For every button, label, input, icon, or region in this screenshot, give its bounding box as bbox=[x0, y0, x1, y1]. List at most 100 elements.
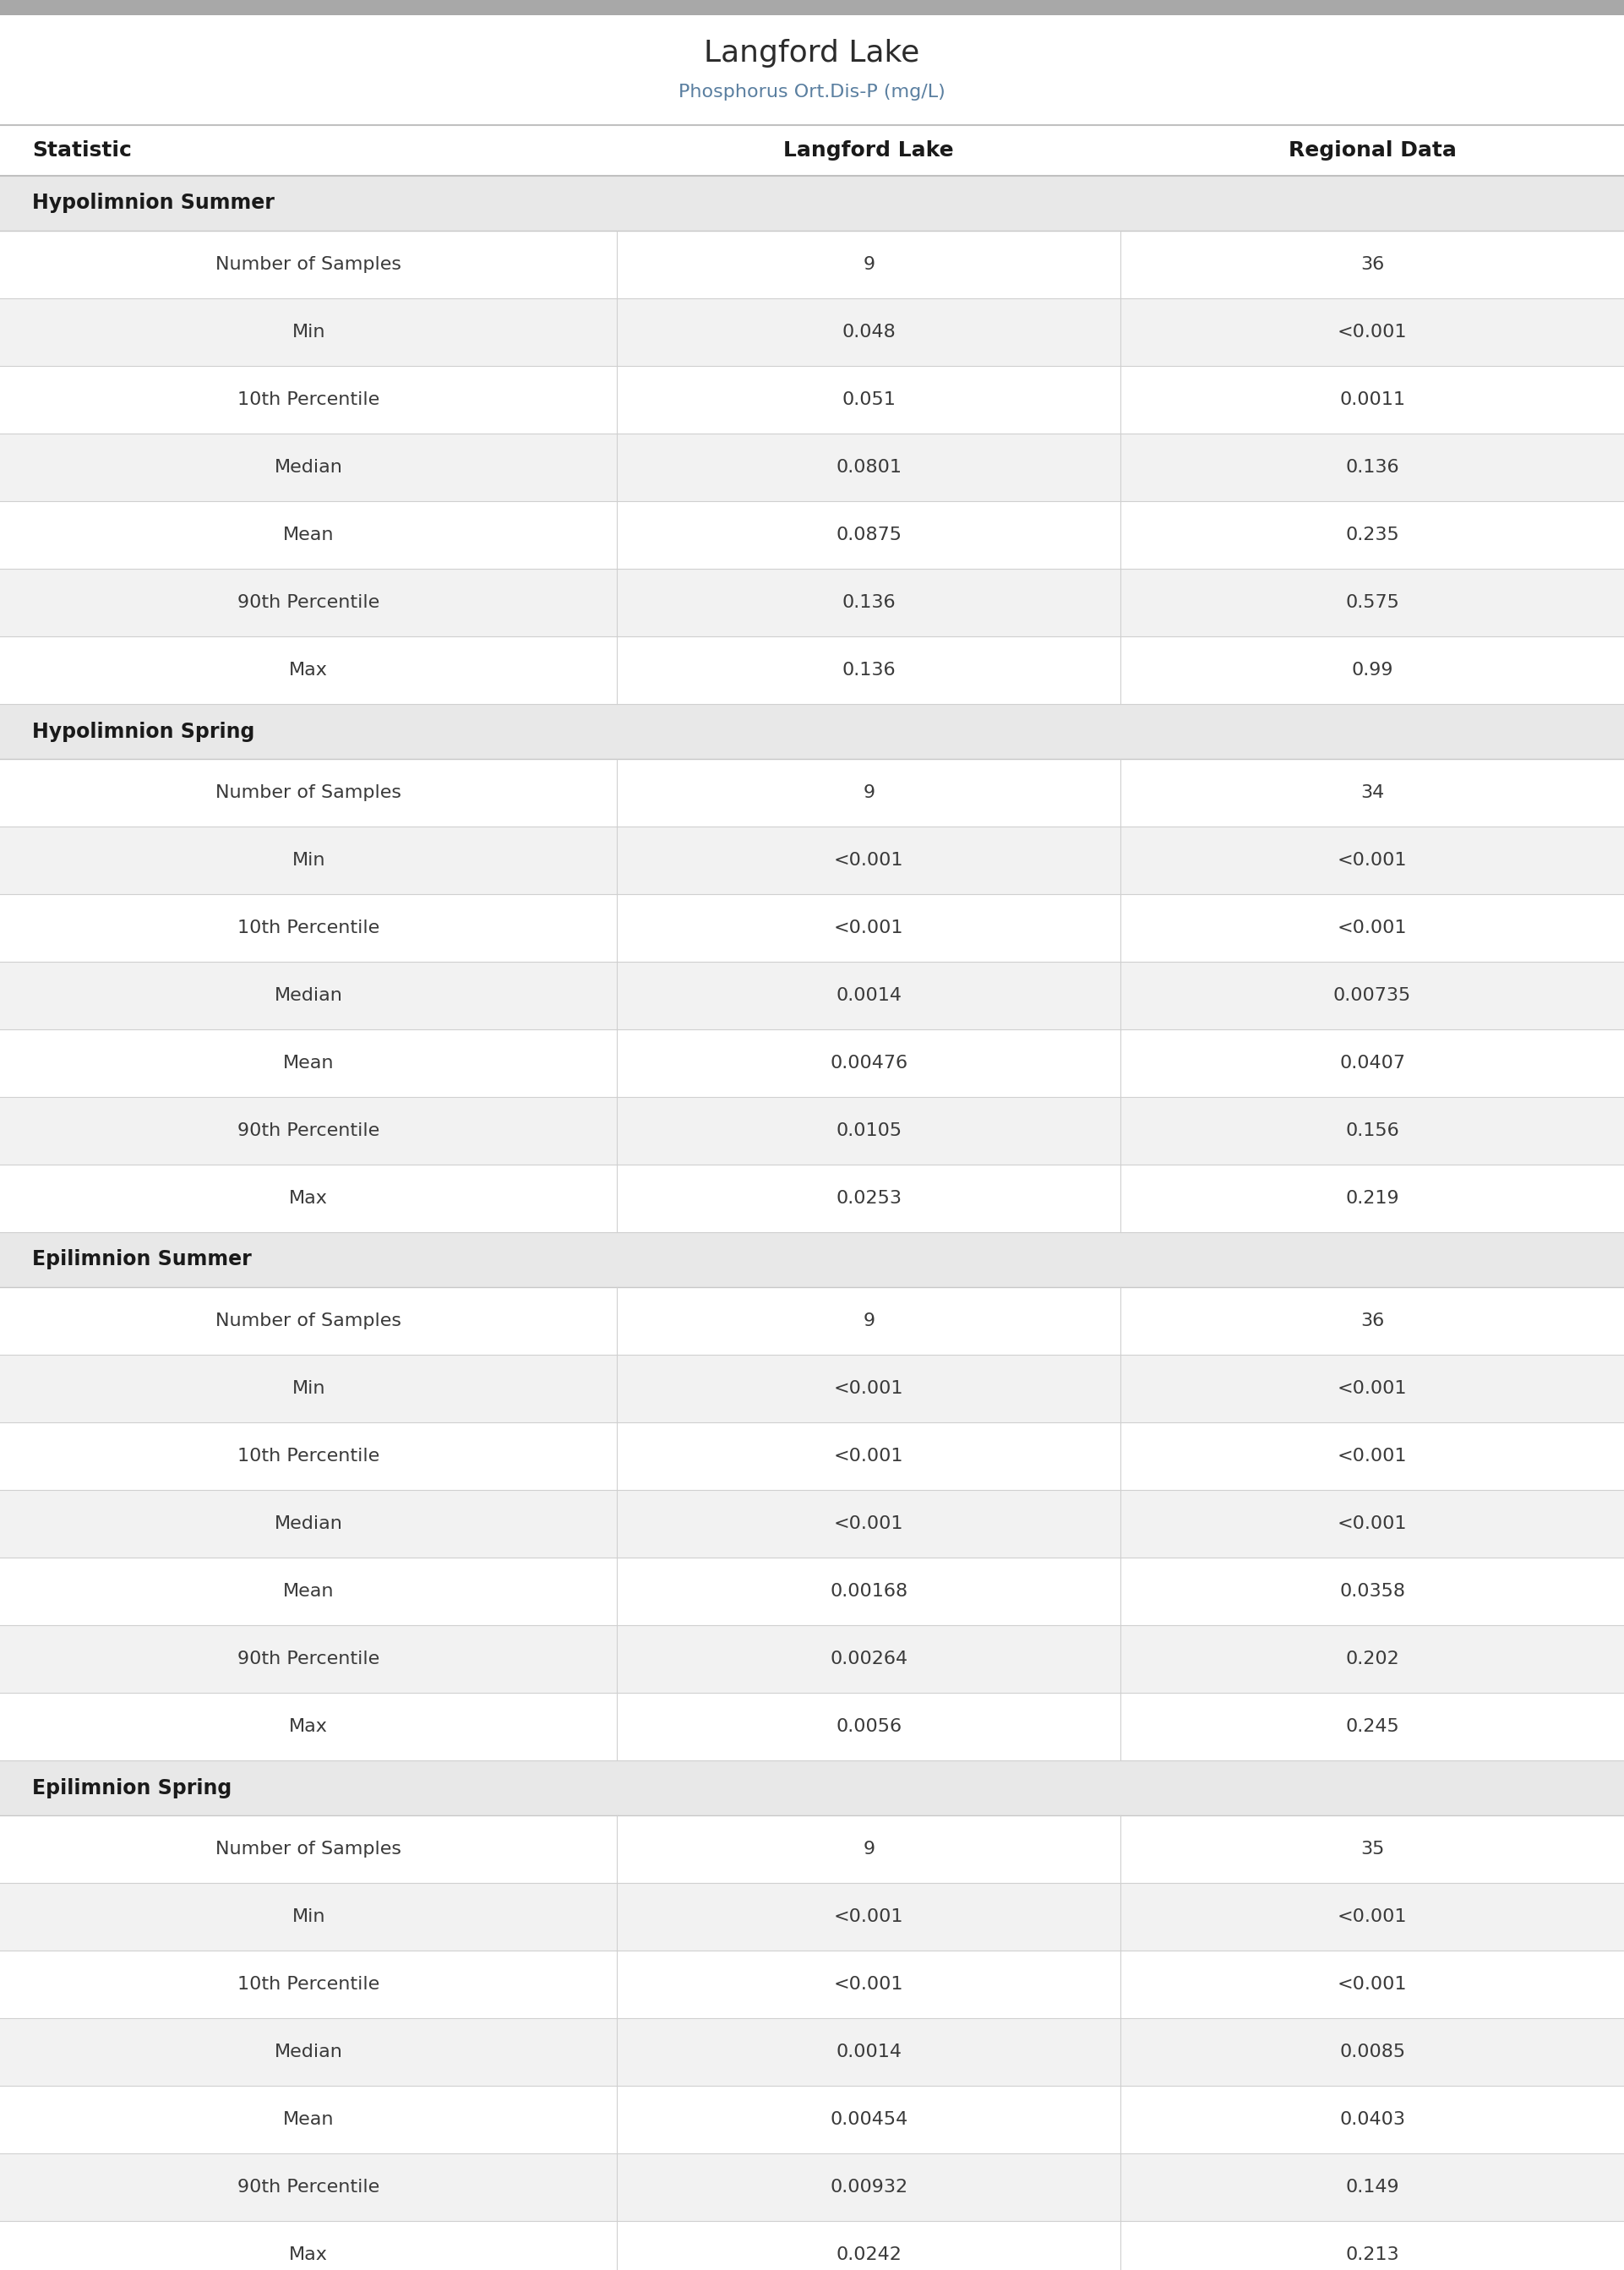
Text: Mean: Mean bbox=[283, 1056, 335, 1071]
Text: 9: 9 bbox=[862, 783, 875, 801]
Text: 0.0403: 0.0403 bbox=[1340, 2111, 1405, 2127]
Text: 0.0056: 0.0056 bbox=[836, 1718, 901, 1734]
Bar bbox=[0, 1165, 1624, 1233]
Bar bbox=[0, 1028, 1624, 1096]
Bar bbox=[0, 1557, 1624, 1625]
Text: 90th Percentile: 90th Percentile bbox=[237, 595, 380, 611]
Text: 0.0014: 0.0014 bbox=[836, 2043, 901, 2061]
Text: 0.0105: 0.0105 bbox=[836, 1121, 901, 1140]
Text: Mean: Mean bbox=[283, 527, 335, 543]
Bar bbox=[0, 1625, 1624, 1693]
Bar bbox=[0, 1233, 1624, 1287]
Text: Number of Samples: Number of Samples bbox=[216, 1841, 401, 1857]
Text: 36: 36 bbox=[1361, 257, 1384, 272]
Text: 0.0014: 0.0014 bbox=[836, 987, 901, 1003]
Bar bbox=[0, 125, 1624, 175]
Text: 0.00454: 0.00454 bbox=[830, 2111, 908, 2127]
Bar bbox=[0, 1950, 1624, 2018]
Text: Median: Median bbox=[274, 1516, 343, 1532]
Text: 0.149: 0.149 bbox=[1345, 2179, 1400, 2195]
Text: Max: Max bbox=[289, 663, 328, 679]
Text: 0.136: 0.136 bbox=[841, 663, 896, 679]
Text: 0.202: 0.202 bbox=[1345, 1650, 1400, 1668]
Text: <0.001: <0.001 bbox=[835, 851, 903, 869]
Text: Min: Min bbox=[292, 325, 325, 340]
Bar bbox=[0, 2086, 1624, 2154]
Text: Number of Samples: Number of Samples bbox=[216, 1312, 401, 1330]
Text: 9: 9 bbox=[862, 1312, 875, 1330]
Bar bbox=[0, 1882, 1624, 1950]
Text: 0.99: 0.99 bbox=[1351, 663, 1393, 679]
Text: 10th Percentile: 10th Percentile bbox=[237, 390, 380, 409]
Bar bbox=[0, 962, 1624, 1028]
Text: <0.001: <0.001 bbox=[835, 1909, 903, 1925]
Text: 10th Percentile: 10th Percentile bbox=[237, 919, 380, 938]
Text: Regional Data: Regional Data bbox=[1288, 141, 1457, 161]
Text: 0.0875: 0.0875 bbox=[836, 527, 901, 543]
Text: Min: Min bbox=[292, 851, 325, 869]
Bar bbox=[0, 1762, 1624, 1816]
Text: Median: Median bbox=[274, 459, 343, 477]
Text: Max: Max bbox=[289, 2247, 328, 2263]
Text: 0.0801: 0.0801 bbox=[836, 459, 901, 477]
Text: 0.156: 0.156 bbox=[1345, 1121, 1400, 1140]
Text: Epilimnion Spring: Epilimnion Spring bbox=[32, 1777, 232, 1798]
Bar bbox=[0, 1096, 1624, 1165]
Text: <0.001: <0.001 bbox=[835, 1975, 903, 1993]
Bar bbox=[0, 434, 1624, 502]
Text: <0.001: <0.001 bbox=[1338, 1975, 1406, 1993]
Text: 0.048: 0.048 bbox=[841, 325, 896, 340]
Text: <0.001: <0.001 bbox=[835, 1448, 903, 1464]
Bar bbox=[0, 0, 1624, 16]
Bar bbox=[0, 894, 1624, 962]
Bar bbox=[0, 232, 1624, 297]
Bar bbox=[0, 1287, 1624, 1355]
Bar bbox=[0, 297, 1624, 365]
Bar bbox=[0, 704, 1624, 758]
Text: Mean: Mean bbox=[283, 1582, 335, 1600]
Text: 90th Percentile: 90th Percentile bbox=[237, 1121, 380, 1140]
Text: 9: 9 bbox=[862, 257, 875, 272]
Text: <0.001: <0.001 bbox=[1338, 919, 1406, 938]
Bar bbox=[0, 1693, 1624, 1762]
Text: 0.136: 0.136 bbox=[1345, 459, 1400, 477]
Text: Hypolimnion Summer: Hypolimnion Summer bbox=[32, 193, 274, 213]
Text: 0.575: 0.575 bbox=[1345, 595, 1400, 611]
Bar bbox=[0, 1423, 1624, 1489]
Text: 10th Percentile: 10th Percentile bbox=[237, 1448, 380, 1464]
Text: <0.001: <0.001 bbox=[835, 1516, 903, 1532]
Text: 0.051: 0.051 bbox=[841, 390, 896, 409]
Bar bbox=[0, 175, 1624, 232]
Text: Min: Min bbox=[292, 1909, 325, 1925]
Text: 0.0407: 0.0407 bbox=[1340, 1056, 1405, 1071]
Text: 0.00476: 0.00476 bbox=[830, 1056, 908, 1071]
Bar bbox=[0, 758, 1624, 826]
Text: 0.00735: 0.00735 bbox=[1333, 987, 1411, 1003]
Bar bbox=[0, 570, 1624, 636]
Text: <0.001: <0.001 bbox=[1338, 1448, 1406, 1464]
Text: <0.001: <0.001 bbox=[835, 919, 903, 938]
Text: 0.136: 0.136 bbox=[841, 595, 896, 611]
Bar bbox=[0, 2220, 1624, 2270]
Text: 0.0011: 0.0011 bbox=[1340, 390, 1405, 409]
Text: 0.0253: 0.0253 bbox=[836, 1189, 901, 1208]
Text: 0.00168: 0.00168 bbox=[830, 1582, 908, 1600]
Text: Statistic: Statistic bbox=[32, 141, 132, 161]
Text: Median: Median bbox=[274, 987, 343, 1003]
Text: 0.219: 0.219 bbox=[1345, 1189, 1400, 1208]
Text: 0.0358: 0.0358 bbox=[1340, 1582, 1405, 1600]
Bar bbox=[0, 2018, 1624, 2086]
Text: 0.213: 0.213 bbox=[1345, 2247, 1400, 2263]
Text: 0.235: 0.235 bbox=[1345, 527, 1400, 543]
Text: <0.001: <0.001 bbox=[1338, 1516, 1406, 1532]
Bar bbox=[0, 826, 1624, 894]
Text: 0.0242: 0.0242 bbox=[836, 2247, 901, 2263]
Text: Number of Samples: Number of Samples bbox=[216, 257, 401, 272]
Bar bbox=[0, 16, 1624, 125]
Text: 0.00264: 0.00264 bbox=[830, 1650, 908, 1668]
Text: <0.001: <0.001 bbox=[1338, 325, 1406, 340]
Text: 0.245: 0.245 bbox=[1345, 1718, 1400, 1734]
Text: <0.001: <0.001 bbox=[835, 1380, 903, 1396]
Text: Epilimnion Summer: Epilimnion Summer bbox=[32, 1249, 252, 1269]
Text: 0.00932: 0.00932 bbox=[830, 2179, 908, 2195]
